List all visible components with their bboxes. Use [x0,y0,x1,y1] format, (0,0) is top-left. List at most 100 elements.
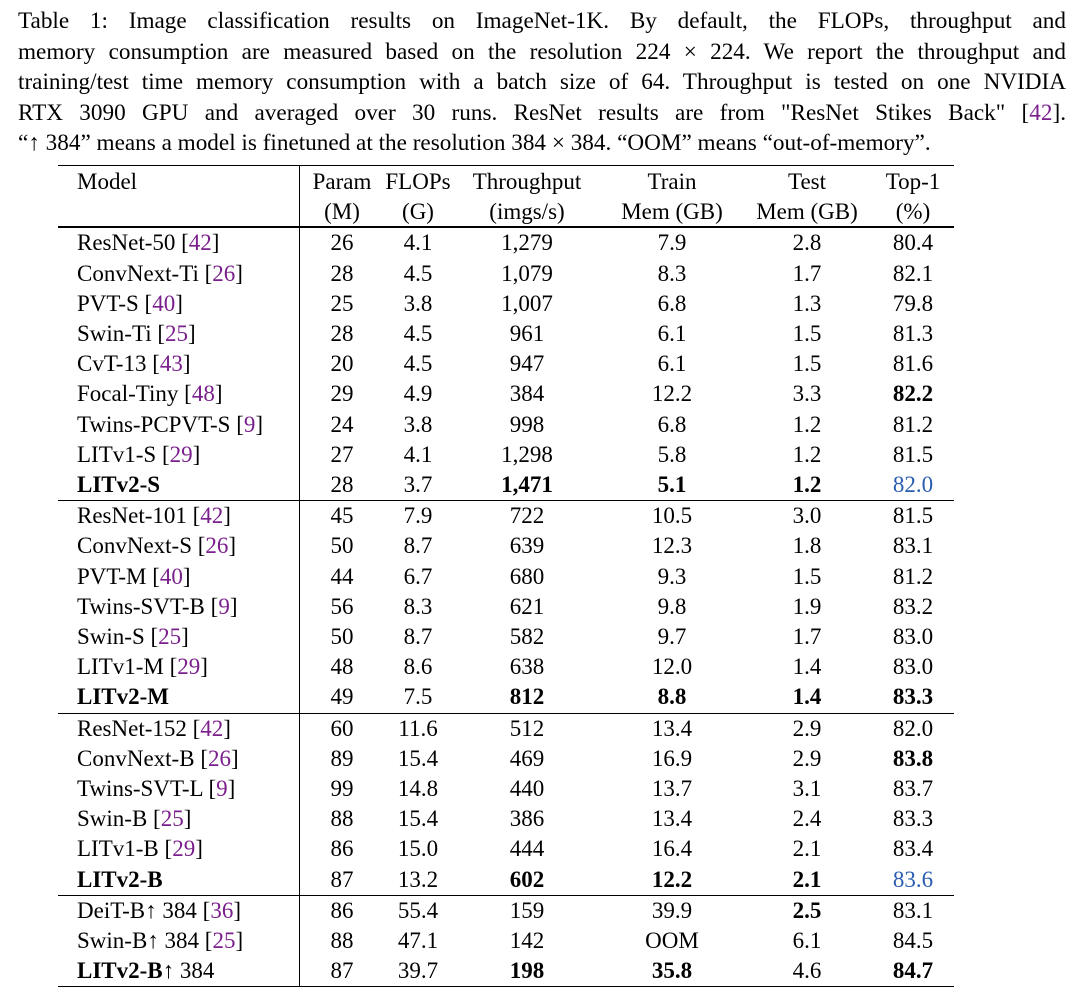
flops-cell: 15.0 [397,836,439,862]
model-name-cell: Focal-Tiny [48] [58,379,300,410]
header-test-mem-unit: Mem (GB) [742,196,872,229]
citation-link[interactable]: 9 [218,593,230,619]
model-name-cell: ConvNext-B [26] [58,743,300,775]
top1-cell: 81.6 [892,351,934,377]
model-name: ResNet-152 [77,715,187,741]
citation-link[interactable]: 26 [207,745,231,771]
model-name-cell: Swin-S [25] [58,622,300,653]
model-resolution-suffix: ↑ 384 [145,897,197,923]
citation-link[interactable]: 40 [152,290,176,316]
throughput-cell: 582 [509,624,545,650]
param-cell: 45 [299,500,384,532]
throughput-cell: 198 [452,956,602,988]
test-mem-cell: 3.3 [792,381,822,407]
table-row: LITv1-B [29] 86 15.0 444 16.4 2.1 83.4 [58,834,954,865]
table-row: ConvNext-B [26] 89 15.4 469 16.9 2.9 83.8 [58,743,954,775]
citation-link[interactable]: 48 [191,381,215,407]
citation-link[interactable]: 26 [212,260,236,286]
train-mem-cell: 12.2 [651,866,693,892]
citation-link[interactable]: 9 [243,411,256,437]
citation-link[interactable]: 36 [210,897,234,923]
citation-link[interactable]: 25 [160,806,184,832]
top1-cell: 82.0 [872,712,954,744]
model-name: ResNet-101 [77,503,187,529]
table-row: ConvNext-Ti [26] 28 4.5 1,079 8.3 1.7 82.1 [58,258,954,289]
table-row: LITv2-M 49 7.5 812 8.8 1.4 83.3 [58,682,954,714]
top1-cell: 84.7 [872,956,954,988]
citation-link[interactable]: 25 [165,320,189,346]
test-mem-cell: 2.5 [742,894,872,927]
table-body: ResNet-50 [42] 26 4.1 1,279 7.9 2.8 80.4 ConvNe… [58,227,954,988]
throughput-cell: 1,279 [501,230,553,256]
test-mem-cell: 1.7 [792,260,822,286]
train-mem-cell: 12.2 [651,381,693,407]
model-name-cell: PVT-S [40] [58,288,300,319]
model-name: Swin-B [77,928,148,954]
model-resolution-suffix: ↑ 384 [147,928,200,954]
citation-link[interactable]: 25 [212,928,236,954]
train-mem-cell: 12.0 [651,654,693,680]
train-mem-cell: 10.5 [602,500,742,532]
param-cell: 60 [299,712,384,744]
citation-link[interactable]: 40 [159,563,183,589]
flops-cell: 8.6 [403,654,433,680]
table-row: ResNet-50 [42] 26 4.1 1,279 7.9 2.8 80.4 [58,227,954,259]
citation-link[interactable]: 42 [200,503,224,529]
throughput-cell: 386 [509,806,545,832]
header-top1-unit: (%) [872,196,954,229]
citation-link[interactable]: 29 [177,654,201,680]
table-row: Focal-Tiny [48] 29 4.9 384 12.2 3.3 82.2 [58,379,954,410]
citation-link[interactable]: 42 [188,230,212,256]
model-name: CvT-13 [77,351,147,377]
param-cell: 28 [330,260,354,286]
table-row: Swin-B [25] 88 15.4 386 13.4 2.4 83.3 [58,804,954,835]
citation-link[interactable]: 9 [216,776,228,802]
model-name: Focal-Tiny [77,381,179,407]
citation-link[interactable]: 29 [172,836,196,862]
model-name-cell: Twins-SVT-L [9] [58,774,300,805]
table-row: Swin-S [25] 50 8.7 582 9.7 1.7 83.0 [58,622,954,653]
throughput-cell: 602 [509,866,545,892]
train-mem-cell: 7.9 [657,230,687,256]
throughput-cell: 469 [509,745,545,771]
flops-cell: 15.4 [397,806,439,832]
top1-cell: 83.1 [872,894,954,927]
flops-cell: 3.7 [403,472,433,497]
test-mem-cell: 3.1 [792,776,822,802]
param-cell: 44 [330,563,354,589]
citation-link[interactable]: 42 [200,715,224,741]
flops-cell: 6.7 [403,563,433,589]
param-cell: 28 [330,472,354,497]
model-name-cell: ResNet-152 [42] [58,712,300,744]
header-model-sub [58,196,300,229]
param-cell: 26 [330,230,354,256]
model-name-cell: Twins-PCPVT-S [9] [58,409,300,440]
flops-cell: 11.6 [384,712,452,744]
train-mem-cell: 13.4 [651,806,693,832]
throughput-cell: 638 [509,654,545,680]
table-row: LITv2-B↑ 384 87 39.7 198 35.8 4.6 84.7 [58,956,954,988]
test-mem-cell: 1.2 [792,472,822,497]
citation-link[interactable]: 26 [205,533,229,559]
flops-cell: 15.4 [397,745,439,771]
caption-line: memory consumption are measured based on… [18,38,1066,65]
model-name: LITv2-M [77,684,169,710]
model-name-cell: LITv1-S [29] [58,439,300,470]
train-mem-cell: 16.4 [651,836,693,862]
test-mem-cell: 1.8 [792,533,822,559]
train-mem-cell: 9.3 [657,563,687,589]
citation-link[interactable]: 43 [159,351,183,377]
throughput-cell: 812 [509,684,545,710]
model-name-cell: LITv2-M [58,682,300,714]
caption-citation-link[interactable]: 42 [1029,99,1053,126]
top1-cell: 81.3 [892,320,934,346]
top1-cell: 83.6 [892,866,934,892]
flops-cell: 13.2 [397,866,439,892]
top1-cell: 83.0 [892,654,934,680]
flops-cell: 39.7 [384,956,452,988]
citation-link[interactable]: 25 [158,624,182,650]
citation-link[interactable]: 29 [169,441,193,467]
header-throughput-unit: (imgs/s) [452,196,602,229]
table-row: Twins-PCPVT-S [9] 24 3.8 998 6.8 1.2 81.2 [58,409,954,440]
train-mem-cell: 5.8 [657,441,687,467]
